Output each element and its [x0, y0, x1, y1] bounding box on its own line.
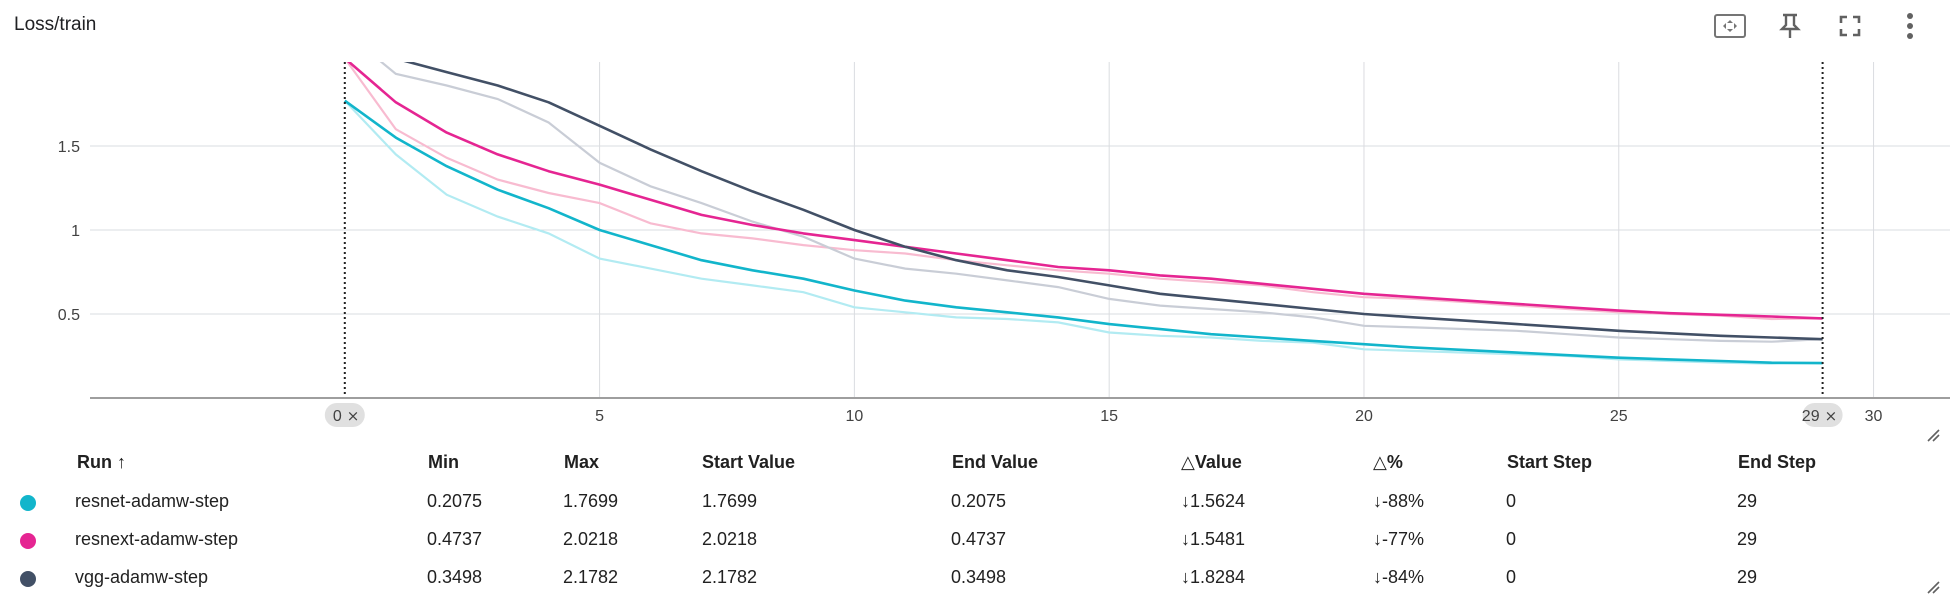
x-tick-label: 30 [1865, 408, 1883, 425]
max-value: 2.0218 [563, 529, 619, 549]
table-row: vgg-adamw-step 0.3498 2.1782 2.1782 0.34… [0, 558, 1950, 596]
x-tick-label: 10 [845, 408, 863, 425]
header-min[interactable]: Min [428, 452, 459, 472]
min-value: 0.4737 [427, 529, 483, 549]
raw-series-line [379, 62, 1823, 343]
chart-grid [90, 62, 1950, 398]
header-end-value[interactable]: End Value [952, 452, 1039, 472]
run-name: resnext-adamw-step [75, 529, 239, 549]
header-delta-value[interactable]: △Value [1181, 452, 1242, 472]
start-step: 0 [1506, 491, 1517, 511]
more-vert-icon [1907, 13, 1913, 39]
range-marker-label: 29 [1802, 408, 1820, 425]
header-run[interactable]: Run ↑ [77, 452, 126, 472]
fit-to-data-icon [1714, 14, 1746, 38]
y-tick-label: 0.5 [58, 307, 80, 324]
card-toolbar [1710, 8, 1950, 44]
chart-axes: 0.5 1 1.5 5 10 15 20 25 30 [58, 139, 1950, 425]
table-resize-handle[interactable] [1926, 580, 1940, 594]
y-tick-label: 1 [71, 223, 80, 240]
run-color-dot [20, 533, 36, 549]
delta-percent: ↓-77% [1373, 529, 1425, 549]
pin-icon [1779, 13, 1801, 38]
header-start-step[interactable]: Start Step [1507, 452, 1593, 472]
close-icon: × [1825, 407, 1838, 425]
delta-value: ↓1.8284 [1181, 567, 1246, 587]
end-step: 29 [1737, 491, 1758, 511]
run-color-dot [20, 495, 36, 511]
raw-series-line [344, 99, 1823, 365]
end-step: 29 [1737, 567, 1758, 587]
max-value: 2.1782 [563, 567, 619, 587]
card-title: Loss/train [14, 14, 97, 35]
header-end-step[interactable]: End Step [1738, 452, 1817, 472]
raw-series-line [346, 62, 1823, 321]
y-tick-label: 1.5 [58, 139, 80, 156]
smoothed-series-layer [344, 62, 1823, 365]
fullscreen-button[interactable] [1830, 8, 1870, 44]
range-marker-chip [1802, 403, 1843, 427]
x-tick-label: 5 [595, 408, 604, 425]
run-color-dot [20, 571, 36, 587]
table-row: resnet-adamw-step 0.2075 1.7699 1.7699 0… [0, 482, 1950, 520]
range-marker-label: 0 [333, 408, 342, 425]
x-tick-label: 20 [1355, 408, 1373, 425]
x-tick-label: 25 [1610, 408, 1628, 425]
start-step: 0 [1506, 529, 1517, 549]
pin-button[interactable] [1770, 8, 1810, 44]
start-value: 1.7699 [702, 491, 758, 511]
run-name: resnet-adamw-step [75, 491, 230, 511]
delta-percent: ↓-84% [1373, 567, 1425, 587]
min-value: 0.2075 [427, 491, 483, 511]
start-value: 2.0218 [702, 529, 758, 549]
fullscreen-icon [1839, 15, 1861, 37]
end-value: 0.3498 [951, 567, 1007, 587]
header-max[interactable]: Max [564, 452, 600, 472]
resize-icon [1927, 429, 1940, 442]
table-row: resnext-adamw-step 0.4737 2.0218 2.0218 … [0, 520, 1950, 558]
delta-value: ↓1.5481 [1181, 529, 1246, 549]
header-start-value[interactable]: Start Value [702, 452, 796, 472]
run-name: vgg-adamw-step [75, 567, 209, 587]
header-delta-percent[interactable]: △% [1373, 452, 1403, 472]
series-line [344, 99, 1823, 365]
start-step: 0 [1506, 567, 1517, 587]
close-icon: × [347, 407, 360, 425]
series-line [347, 62, 1823, 320]
x-tick-label: 15 [1100, 408, 1118, 425]
range-marker-layer: 0 × 29 × [324, 62, 1843, 427]
fit-to-data-button[interactable] [1710, 8, 1750, 44]
series-line [403, 62, 1823, 341]
min-value: 0.3498 [427, 567, 483, 587]
delta-percent: ↓-88% [1373, 491, 1425, 511]
more-options-button[interactable] [1890, 8, 1930, 44]
chart-resize-handle[interactable] [1926, 428, 1940, 442]
range-marker-chip [324, 403, 365, 427]
end-step: 29 [1737, 529, 1758, 549]
end-value: 0.4737 [951, 529, 1007, 549]
start-value: 2.1782 [702, 567, 758, 587]
loss-chart[interactable]: 0 × 29 × 0.5 1 1.5 5 10 15 20 25 30 [0, 0, 1950, 440]
delta-value: ↓1.5624 [1181, 491, 1246, 511]
end-value: 0.2075 [951, 491, 1007, 511]
max-value: 1.7699 [563, 491, 619, 511]
resize-icon [1927, 581, 1940, 594]
